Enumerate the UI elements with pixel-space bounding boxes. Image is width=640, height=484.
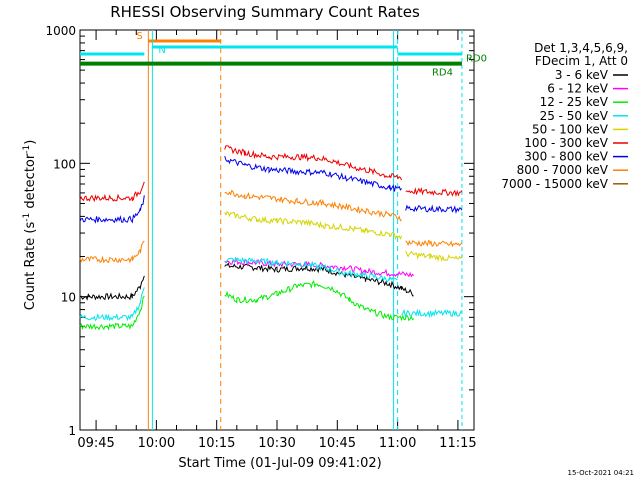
chart-title: RHESSI Observing Summary Count Rates	[110, 3, 420, 21]
series-line-3-segment-0	[79, 287, 145, 322]
x-tick-label: 10:00	[138, 436, 175, 451]
y-axis-label-main: Count Rate (s	[23, 222, 38, 311]
legend-label-4: 50 - 100 keV	[532, 122, 609, 136]
series-line-7-segment-0	[79, 240, 145, 264]
series-line-5-segment-1	[224, 145, 403, 181]
legend-label-8: 7000 - 15000 keV	[501, 177, 608, 191]
rd4-label: RD4	[432, 68, 453, 79]
series-line-3-segment-2	[401, 308, 462, 319]
series-line-3-segment-1	[224, 256, 398, 283]
series-line-6-segment-2	[405, 204, 463, 215]
series-line-0-segment-1	[224, 262, 414, 297]
series-line-5-segment-2	[405, 186, 463, 198]
legend-label-7: 800 - 7000 keV	[517, 163, 609, 177]
legend-header-line-2: FDecim 1, Att 0	[535, 54, 628, 68]
series-line-0-segment-0	[79, 275, 145, 301]
y-axis-label-mid: detector	[23, 153, 38, 213]
legend-header-line-1: Det 1,3,4,5,6,9,	[534, 41, 628, 55]
y-tick-label: 1000	[45, 24, 76, 38]
legend-label-1: 6 - 12 keV	[547, 82, 609, 96]
marker-label-n: N	[158, 45, 165, 56]
rd0-label: RD0	[466, 54, 487, 65]
x-tick-label: 11:15	[439, 436, 476, 451]
plot-frame	[79, 29, 475, 431]
x-axis-label: Start Time (01-Jul-09 09:41:02)	[178, 456, 381, 471]
x-tick-label: 10:45	[319, 436, 356, 451]
y-tick-label: 1	[68, 424, 76, 438]
series-line-2-segment-0	[79, 295, 145, 331]
series-line-4-segment-0	[224, 210, 403, 240]
y-axis-label-sup1: -1	[22, 213, 32, 222]
plot-area: 1 10 100 1000 09:45 10:00 10:15 10:30 10:45 11:00…	[45, 24, 487, 451]
legend-label-6: 300 - 800 keV	[524, 150, 608, 164]
y-axis-label: Count Rate (s-1 detector-1)	[22, 140, 38, 311]
x-tick-label: 10:30	[258, 436, 295, 451]
series-line-5-segment-0	[79, 181, 145, 203]
series-line-7-segment-2	[405, 239, 463, 248]
legend-label-0: 3 - 6 keV	[555, 68, 609, 82]
legend-label-5: 100 - 300 keV	[524, 136, 608, 150]
x-tick-label: 09:45	[77, 436, 114, 451]
y-axis-label-end: )	[23, 140, 38, 145]
timestamp: 15-Oct-2021 04:21	[568, 469, 634, 477]
x-tick-label: 11:00	[379, 436, 416, 451]
y-axis-label-sup2: -1	[22, 145, 32, 154]
y-tick-label: 10	[61, 291, 76, 305]
y-tick-label: 100	[53, 157, 76, 171]
legend-label-2: 12 - 25 keV	[540, 95, 609, 109]
marker-label-s: S	[136, 31, 142, 42]
series-line-6-segment-1	[224, 155, 402, 192]
legend-label-3: 25 - 50 keV	[540, 109, 609, 123]
series-line-7-segment-1	[224, 189, 402, 222]
x-tick-label: 10:15	[198, 436, 235, 451]
series-line-4-segment-1	[405, 250, 463, 263]
series-line-6-segment-0	[79, 195, 145, 224]
series-line-2-segment-1	[224, 280, 415, 322]
